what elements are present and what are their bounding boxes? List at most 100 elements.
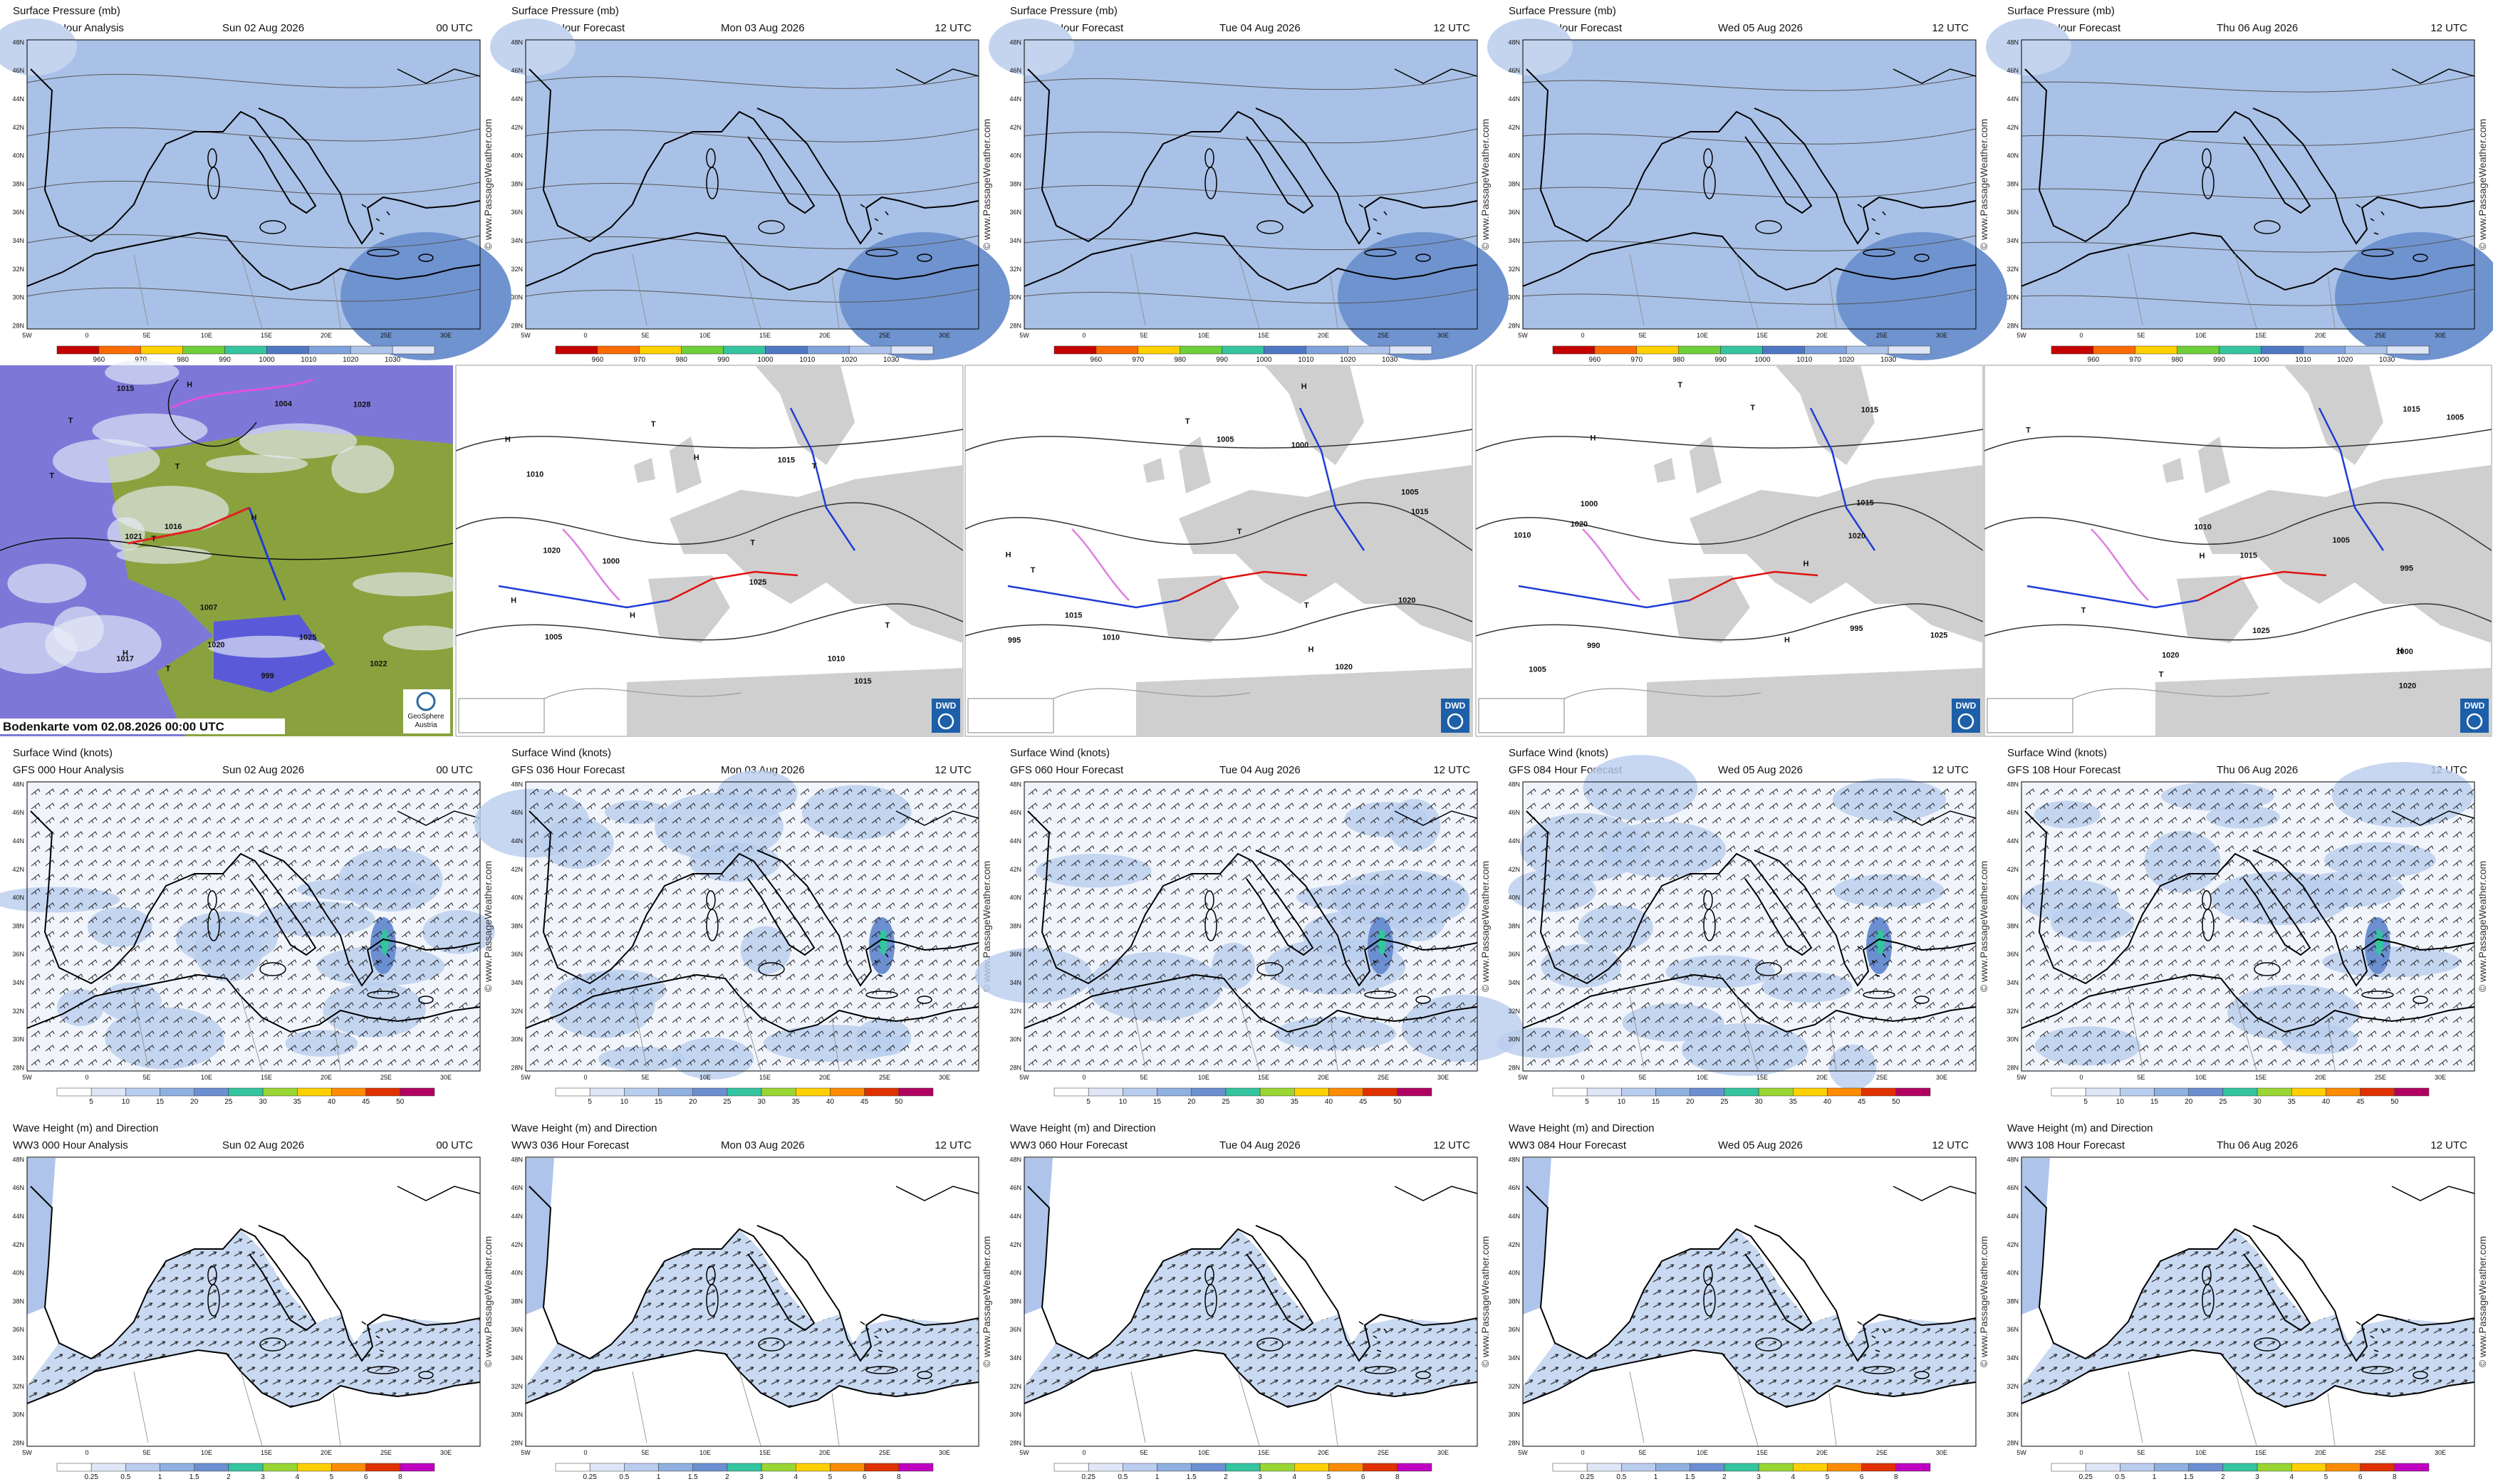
colorbar-label: 0.25 bbox=[1580, 1473, 1594, 1481]
panel-title: Surface Wind (knots) bbox=[13, 747, 113, 759]
lat-label: 44N bbox=[1009, 1213, 1021, 1220]
colorbar-segment bbox=[400, 1087, 435, 1097]
colorbar-segment bbox=[350, 345, 393, 355]
lat-label: 38N bbox=[1508, 1297, 1520, 1305]
lon-label: 15E bbox=[759, 1074, 771, 1081]
colorbar-label: 1020 bbox=[1838, 356, 1855, 364]
colorbar-label: 2 bbox=[2221, 1473, 2225, 1481]
pressure-label: 1000 bbox=[1581, 500, 1598, 508]
lat-label: 32N bbox=[1009, 1383, 1021, 1390]
colorbar-label: 8 bbox=[2393, 1473, 2397, 1481]
panel-time: 12 UTC bbox=[1932, 764, 1969, 776]
isobar bbox=[1522, 288, 1977, 305]
colorbar-label: 1010 bbox=[1298, 356, 1314, 364]
watermark: © www.PassageWeather.com bbox=[482, 1236, 494, 1367]
map bbox=[1986, 19, 2493, 360]
lat-label: 34N bbox=[12, 237, 24, 244]
colorbar-segment bbox=[1095, 345, 1139, 355]
logo-text: DWD bbox=[1956, 701, 1977, 711]
colorbar-label: 1020 bbox=[1340, 356, 1356, 364]
pressure-label: 1025 bbox=[749, 578, 766, 587]
colorbar-segment bbox=[1363, 1087, 1398, 1097]
lon-label: 15E bbox=[261, 332, 272, 339]
lon-label: 0 bbox=[583, 332, 587, 339]
lat-label: 36N bbox=[12, 951, 24, 958]
colorbar-segment bbox=[681, 345, 724, 355]
lat-label: 30N bbox=[1009, 1036, 1021, 1043]
map bbox=[1522, 1156, 1977, 1447]
isobar bbox=[2021, 128, 2475, 146]
map-panel: Surface Pressure (mb)GFS 000 Hour Analys… bbox=[0, 5, 511, 364]
panel-title: Wave Height (m) and Direction bbox=[1509, 1122, 1655, 1134]
panel-title: Surface Wind (knots) bbox=[511, 747, 611, 759]
colorbar-segment bbox=[297, 1463, 332, 1472]
lon-label: 0 bbox=[2079, 1449, 2083, 1456]
lat-label: 36N bbox=[1009, 209, 1021, 216]
panel-title: Surface Wind (knots) bbox=[1509, 747, 1608, 759]
pressure-label: H bbox=[1301, 382, 1307, 391]
pressure-label: 1015 bbox=[1856, 499, 1873, 508]
colorbar-segment bbox=[1259, 1463, 1295, 1472]
panel-time: 00 UTC bbox=[436, 1139, 473, 1151]
colorbar-segment bbox=[1123, 1463, 1157, 1472]
lon-label: 15E bbox=[1258, 1449, 1269, 1456]
isobar bbox=[525, 182, 979, 196]
lon-label: 0 bbox=[1581, 332, 1584, 339]
colorbar-label: 10 bbox=[122, 1098, 130, 1106]
lon-label: 5E bbox=[1638, 1074, 1646, 1081]
pressure-label: T bbox=[1750, 404, 1755, 412]
lat-label: 48N bbox=[12, 38, 24, 46]
lon-label: 30E bbox=[1936, 1074, 1947, 1081]
lat-label: 48N bbox=[2007, 780, 2019, 788]
colorbar-label: 6 bbox=[1361, 1473, 1365, 1481]
lon-label: 20E bbox=[819, 1449, 831, 1456]
colorbar-label: 25 bbox=[224, 1098, 233, 1106]
pressure-label: T bbox=[165, 664, 170, 673]
lat-label: 44N bbox=[12, 1213, 24, 1220]
colorbar-segment bbox=[140, 345, 183, 355]
logo-box bbox=[1952, 699, 1980, 733]
logo-box bbox=[2460, 699, 2489, 733]
colorbar-label: 45 bbox=[860, 1098, 869, 1106]
colorbar-segment bbox=[848, 345, 892, 355]
isobar bbox=[525, 75, 979, 89]
lon-label: 10E bbox=[1198, 1449, 1209, 1456]
colorbar-segment bbox=[1690, 1463, 1725, 1472]
colorbar-label: 4 bbox=[1292, 1473, 1296, 1481]
map-frame bbox=[1024, 39, 1478, 330]
lon-label: 5E bbox=[641, 1074, 649, 1081]
lat-label: 32N bbox=[1508, 266, 1520, 273]
colorbar-segment bbox=[1552, 345, 1596, 355]
lat-label: 38N bbox=[511, 922, 523, 929]
colorbar-label: 1020 bbox=[841, 356, 858, 364]
colorbar-segment bbox=[1294, 1087, 1329, 1097]
colorbar-label: 40 bbox=[826, 1098, 835, 1106]
panel-subtitle: WW3 036 Hour Forecast bbox=[511, 1139, 630, 1151]
lon-label: 10E bbox=[1697, 332, 1708, 339]
colorbar-label: 1000 bbox=[2253, 356, 2269, 364]
pressure-label: H bbox=[1308, 645, 1314, 654]
lat-label: 38N bbox=[1009, 180, 1021, 187]
lat-label: 28N bbox=[1009, 322, 1021, 329]
colorbar-segment bbox=[1157, 1463, 1192, 1472]
lat-label: 46N bbox=[12, 1184, 24, 1191]
lat-label: 48N bbox=[1508, 1156, 1520, 1163]
colorbar-segment bbox=[2261, 345, 2304, 355]
colorbar-label: 3 bbox=[2255, 1473, 2259, 1481]
lat-label: 48N bbox=[1009, 38, 1021, 46]
colorbar-segment bbox=[2093, 345, 2136, 355]
colorbar-segment bbox=[2360, 1463, 2395, 1472]
panel-date: Tue 04 Aug 2026 bbox=[1219, 1139, 1301, 1151]
colorbar-label: 5 bbox=[1826, 1473, 1830, 1481]
lat-label: 28N bbox=[511, 1064, 523, 1071]
lat-label: 42N bbox=[511, 1241, 523, 1248]
pressure-label: 1015 bbox=[1411, 508, 1428, 516]
colorbar-label: 30 bbox=[1755, 1098, 1764, 1106]
colorbar-label: 45 bbox=[1858, 1098, 1866, 1106]
logo-mark bbox=[1447, 713, 1464, 730]
map-frame bbox=[525, 1156, 979, 1447]
colorbar-segment bbox=[898, 1463, 934, 1472]
lat-label: 46N bbox=[1009, 1184, 1021, 1191]
lon-label: 25E bbox=[1378, 1449, 1389, 1456]
